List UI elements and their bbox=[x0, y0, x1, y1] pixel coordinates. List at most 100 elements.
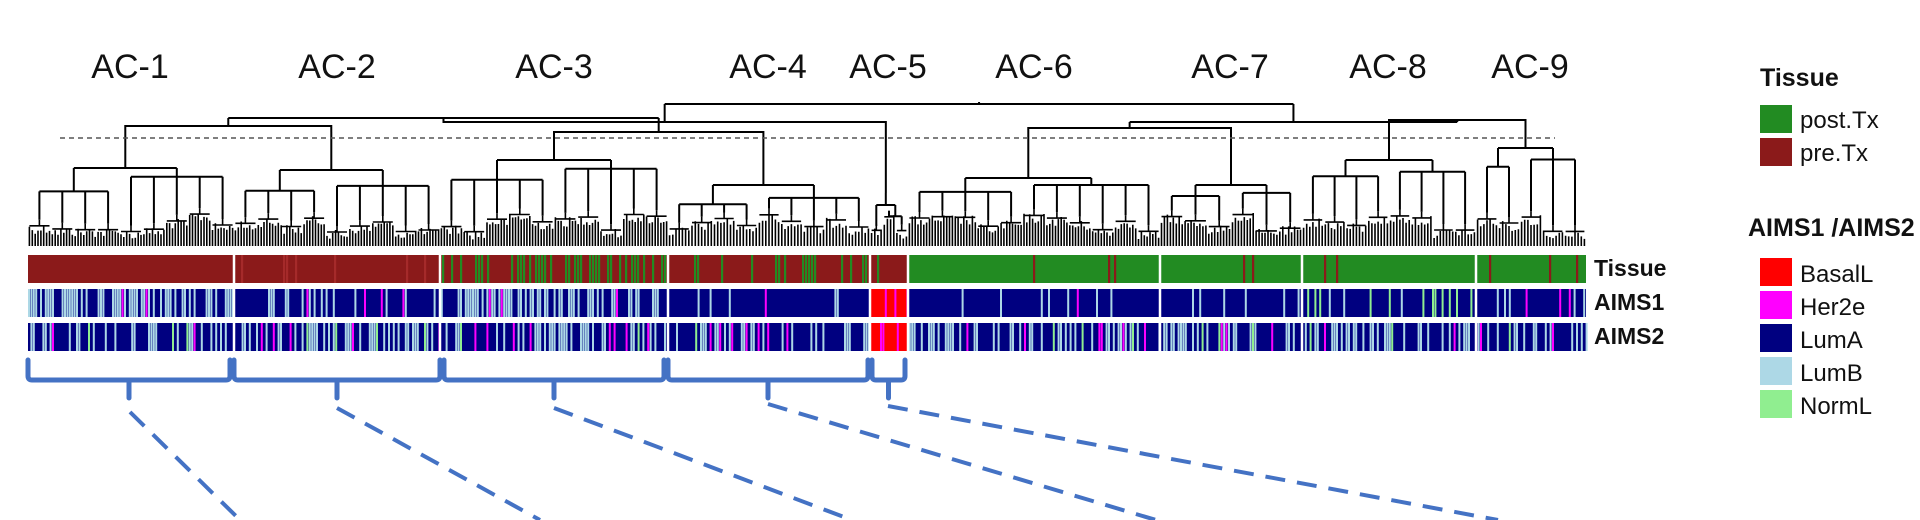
legend-label-pre-tx: pre.Tx bbox=[1800, 140, 1868, 167]
aims-sample bbox=[1040, 323, 1043, 351]
dendrogram-branch bbox=[1231, 208, 1254, 246]
aims-sample bbox=[128, 289, 131, 317]
aims-sample bbox=[1434, 289, 1437, 317]
aims-sample bbox=[1184, 323, 1187, 351]
dendrogram-branch bbox=[1091, 223, 1114, 246]
row-label-aims1: AIMS1 bbox=[1594, 289, 1665, 315]
aims-sample bbox=[724, 323, 726, 351]
aims-sample bbox=[47, 289, 50, 317]
aims-sample bbox=[709, 289, 712, 317]
aims-sample bbox=[532, 289, 534, 317]
aims-sample bbox=[1496, 289, 1499, 317]
aims-sample bbox=[1324, 323, 1326, 351]
aims-sample bbox=[510, 289, 513, 317]
aims-sample bbox=[368, 323, 371, 351]
tissue-sample bbox=[577, 255, 580, 283]
aims-sample bbox=[184, 289, 186, 317]
legend-label-basall: BasalL bbox=[1800, 261, 1873, 288]
aims-sample bbox=[431, 323, 434, 351]
aims-sample bbox=[1249, 323, 1252, 351]
dendrogram-branch bbox=[1564, 225, 1586, 246]
aims-sample bbox=[553, 323, 556, 351]
tissue-segment bbox=[440, 255, 668, 283]
aims-sample bbox=[848, 323, 851, 351]
tissue-sample bbox=[487, 255, 490, 283]
tissue-sample bbox=[850, 255, 853, 283]
dendrogram-branch bbox=[875, 193, 903, 226]
aims-sample bbox=[512, 323, 515, 351]
aims-sample bbox=[176, 323, 179, 351]
tissue-sample bbox=[535, 255, 538, 283]
legend-label-her2e: Her2e bbox=[1800, 294, 1865, 321]
aims-sample bbox=[1292, 323, 1295, 351]
aims-sample bbox=[1019, 323, 1022, 351]
aims-segment bbox=[870, 323, 908, 351]
aims-sample bbox=[1343, 289, 1346, 317]
tissue-sample bbox=[451, 255, 454, 283]
aims-sample bbox=[522, 323, 525, 351]
aims-sample bbox=[164, 289, 167, 317]
aims-sample bbox=[220, 323, 222, 351]
tissue-sample bbox=[775, 255, 778, 283]
aims-sample bbox=[949, 323, 952, 351]
aims-sample bbox=[1400, 289, 1403, 317]
aims-sample bbox=[1304, 323, 1307, 351]
aims-segment bbox=[28, 289, 234, 317]
aims-sample bbox=[695, 323, 698, 351]
dendrogram-branch bbox=[870, 224, 882, 246]
aims-sample bbox=[1220, 323, 1223, 351]
aims-sample bbox=[32, 289, 35, 317]
dendrogram-branch bbox=[1311, 130, 1467, 225]
aims-segment bbox=[908, 289, 1160, 317]
aims-sample bbox=[534, 323, 537, 351]
aims-sample bbox=[102, 289, 105, 317]
aims-sample bbox=[445, 323, 448, 351]
aims2-strip bbox=[28, 323, 1588, 351]
aims-sample bbox=[186, 323, 189, 351]
aims-sample bbox=[815, 323, 818, 351]
aims-sample bbox=[1316, 323, 1319, 351]
aims-sample bbox=[524, 289, 527, 317]
aims-sample bbox=[503, 289, 506, 317]
dendrogram-branch bbox=[781, 215, 802, 246]
aims-sample bbox=[152, 323, 155, 351]
aims-sample bbox=[1199, 289, 1202, 317]
aims-segment bbox=[1476, 289, 1586, 317]
aims-sample bbox=[1108, 323, 1110, 351]
aims-sample bbox=[491, 289, 494, 317]
aims-sample bbox=[1352, 323, 1355, 351]
aims-sample bbox=[589, 289, 592, 317]
aims-sample bbox=[460, 289, 462, 317]
dendrogram-branch bbox=[954, 211, 977, 246]
aims-sample bbox=[388, 323, 390, 351]
aims-sample bbox=[757, 323, 760, 351]
tissue-sample bbox=[643, 255, 646, 283]
dendrogram-branch bbox=[372, 216, 394, 246]
aims-sample bbox=[1031, 323, 1034, 351]
dashed-connector bbox=[887, 404, 1499, 520]
aims-sample bbox=[112, 289, 114, 317]
aims-sample bbox=[1420, 323, 1422, 351]
aims-sample bbox=[764, 289, 767, 317]
aims-sample bbox=[937, 323, 940, 351]
aims-sample bbox=[205, 289, 208, 317]
aims-sample bbox=[407, 323, 410, 351]
aims-sample bbox=[973, 323, 976, 351]
aims-sample bbox=[654, 289, 657, 317]
tissue-sample bbox=[778, 255, 781, 283]
tissue-segment bbox=[870, 255, 908, 283]
aims-sample bbox=[308, 289, 311, 317]
aims-sample bbox=[1081, 323, 1084, 351]
tissue-sample bbox=[286, 255, 289, 283]
aims-sample bbox=[44, 323, 47, 351]
aims-sample bbox=[529, 323, 532, 351]
aims-sample bbox=[652, 289, 654, 317]
aims-sample bbox=[587, 289, 590, 317]
aims-segment bbox=[234, 289, 440, 317]
dendrogram-branch bbox=[38, 130, 224, 226]
tissue-sample bbox=[619, 255, 622, 283]
cluster-label-ac2: AC-2 bbox=[298, 48, 375, 86]
dendrogram-branch bbox=[803, 220, 825, 246]
dendrogram-branch bbox=[120, 225, 142, 246]
aims-sample bbox=[704, 323, 707, 351]
